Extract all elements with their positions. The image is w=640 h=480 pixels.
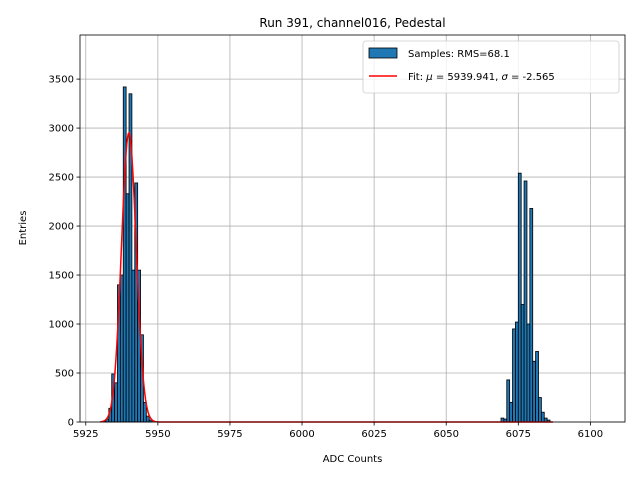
x-tick-label: 5975 (217, 429, 242, 440)
x-tick-label: 6025 (361, 429, 386, 440)
histogram-bar (517, 172, 522, 423)
histogram-bar (114, 382, 118, 423)
legend-fit-mid: = 5939.941, (433, 72, 502, 83)
x-tick-label: 6075 (506, 429, 531, 440)
x-tick-label: 6100 (578, 429, 603, 440)
histogram-bar (538, 397, 542, 423)
histogram-bar (509, 402, 513, 423)
histogram-bar (529, 208, 534, 423)
x-tick-label: 5950 (145, 429, 170, 440)
histogram-bar (526, 323, 531, 423)
histogram-bar (515, 321, 519, 423)
x-axis-ticks: 5925 5950 5975 6000 6025 6050 6075 6100 (73, 422, 603, 440)
legend-fit-prefix: Fit: (408, 72, 426, 83)
x-axis-label: ADC Counts (323, 454, 383, 465)
plot-frame (79, 34, 626, 423)
y-tick-label: 3500 (49, 75, 74, 86)
y-tick-label: 500 (55, 369, 74, 380)
y-tick-label: 3000 (49, 124, 74, 135)
histogram-bar (520, 304, 525, 423)
y-tick-label: 0 (68, 418, 74, 429)
x-tick-label: 6050 (433, 429, 458, 440)
y-axis-label: Entries (18, 211, 29, 246)
legend-fit-suffix: = -2.565 (508, 72, 555, 83)
histogram-bar (119, 274, 124, 423)
legend: Samples: RMS=68.1 Fit: μ = 5939.941, σ =… (362, 40, 620, 94)
y-tick-label: 2500 (49, 173, 74, 184)
histogram-bar (506, 379, 511, 423)
y-tick-label: 1500 (49, 271, 74, 282)
x-tick-label: 5925 (73, 429, 98, 440)
histogram-bar (145, 415, 150, 423)
histogram-bar (540, 411, 545, 423)
histogram-bar (532, 360, 537, 423)
y-tick-label: 1000 (49, 320, 74, 331)
histogram-bar (125, 193, 130, 423)
histogram-bar (535, 351, 539, 423)
legend-fit-label: Fit: μ = 5939.941, σ = -2.565 (408, 72, 555, 83)
histogram-bar (131, 269, 136, 423)
chart-title: Run 391, channel016, Pedestal (259, 16, 445, 30)
legend-samples-swatch (368, 47, 398, 59)
y-axis-ticks: 0 500 1000 1500 2000 2500 3000 3500 (49, 75, 80, 429)
histogram-bar (512, 328, 516, 423)
legend-fit-sigma: σ (501, 72, 508, 83)
legend-fit-mu: μ (425, 72, 432, 83)
legend-box (362, 40, 620, 94)
y-tick-label: 2000 (49, 222, 74, 233)
histogram-bar (122, 86, 127, 423)
histogram-bar (523, 180, 528, 423)
legend-samples-label: Samples: RMS=68.1 (408, 49, 510, 60)
x-tick-label: 6000 (289, 429, 314, 440)
